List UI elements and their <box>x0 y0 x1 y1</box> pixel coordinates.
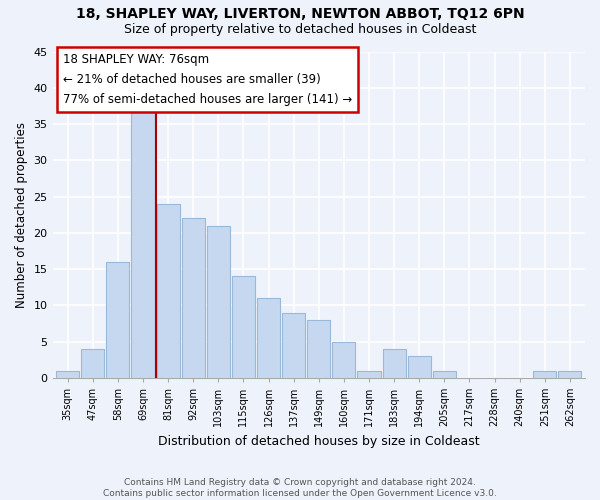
Bar <box>533 370 556 378</box>
Bar <box>282 312 305 378</box>
Bar <box>433 370 456 378</box>
Bar <box>383 349 406 378</box>
Bar <box>232 276 255 378</box>
Text: Contains HM Land Registry data © Crown copyright and database right 2024.
Contai: Contains HM Land Registry data © Crown c… <box>103 478 497 498</box>
Bar <box>106 262 130 378</box>
Bar <box>559 370 581 378</box>
Text: 18, SHAPLEY WAY, LIVERTON, NEWTON ABBOT, TQ12 6PN: 18, SHAPLEY WAY, LIVERTON, NEWTON ABBOT,… <box>76 8 524 22</box>
Bar <box>332 342 355 378</box>
Bar <box>131 110 155 378</box>
Y-axis label: Number of detached properties: Number of detached properties <box>15 122 28 308</box>
Bar <box>81 349 104 378</box>
X-axis label: Distribution of detached houses by size in Coldeast: Distribution of detached houses by size … <box>158 434 479 448</box>
Bar <box>182 218 205 378</box>
Bar <box>257 298 280 378</box>
Bar <box>56 370 79 378</box>
Bar <box>207 226 230 378</box>
Bar <box>307 320 331 378</box>
Text: Size of property relative to detached houses in Coldeast: Size of property relative to detached ho… <box>124 22 476 36</box>
Bar <box>157 204 179 378</box>
Bar <box>407 356 431 378</box>
Text: 18 SHAPLEY WAY: 76sqm
← 21% of detached houses are smaller (39)
77% of semi-deta: 18 SHAPLEY WAY: 76sqm ← 21% of detached … <box>63 53 352 106</box>
Bar <box>358 370 380 378</box>
